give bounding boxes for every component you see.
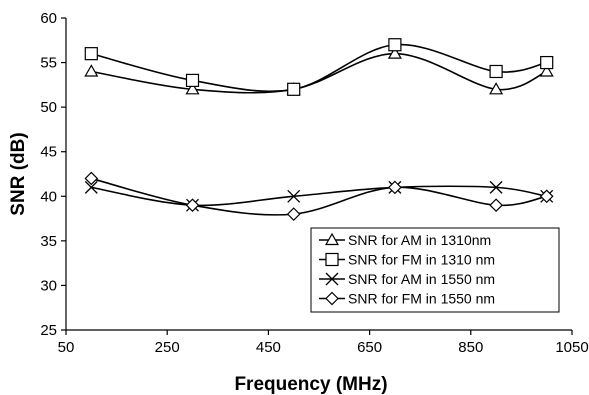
marker-x-stroke — [489, 180, 503, 194]
axes: 25 30 35 40 45 50 55 60 50 250 450 650 850 1050 — [40, 10, 588, 356]
x-tick-label: 650 — [357, 339, 382, 356]
data-point — [539, 64, 554, 77]
y-tick-label: 35 — [40, 233, 57, 250]
data-point — [185, 73, 200, 88]
data-point — [84, 47, 98, 61]
data-point — [287, 189, 301, 203]
series-group — [84, 38, 554, 221]
marker-x-stroke — [84, 180, 98, 194]
data-point — [539, 189, 554, 204]
data-point — [185, 82, 200, 95]
x-tick-label: 250 — [155, 339, 180, 356]
y-tick-label: 45 — [40, 144, 57, 161]
data-point — [84, 171, 99, 186]
y-axis-title: SNR (dB) — [8, 132, 29, 215]
data-point — [387, 46, 402, 59]
y-tick-label: 30 — [40, 277, 57, 294]
data-point — [489, 180, 503, 194]
legend-item: SNR for AM in 1550 nm — [319, 271, 495, 287]
legend-label: SNR for FM in 1310 nm — [348, 252, 495, 268]
data-point — [287, 82, 301, 96]
legend-box — [310, 227, 560, 313]
legend: SNR for AM in 1310nm SNR for FM in 1310 n… — [310, 227, 560, 313]
legend-item: SNR for FM in 1550 nm — [319, 291, 495, 307]
legend-marker — [325, 252, 339, 267]
series-line — [91, 177, 547, 216]
x-tick-label: 50 — [58, 339, 75, 356]
data-point — [84, 64, 99, 77]
legend-label: SNR for AM in 1550 nm — [348, 271, 495, 287]
data-point — [489, 64, 503, 79]
data-point — [540, 55, 554, 70]
y-tick-label: 50 — [40, 99, 57, 116]
y-tick-label: 40 — [40, 188, 57, 205]
x-tick-label: 1050 — [555, 339, 588, 356]
legend-marker — [325, 272, 339, 286]
legend-item: SNR for AM in 1310nm — [319, 232, 491, 248]
data-point — [84, 180, 98, 194]
y-tick-label: 60 — [40, 10, 57, 27]
legend-marker — [325, 291, 339, 306]
data-point — [286, 207, 301, 221]
y-tick-label: 55 — [40, 55, 57, 72]
series-4 — [84, 171, 554, 221]
data-point — [489, 198, 503, 213]
series-1 — [84, 46, 554, 95]
data-point — [489, 82, 504, 95]
marker-x-stroke — [287, 189, 301, 203]
marker-x-stroke — [325, 272, 339, 286]
series-2 — [84, 38, 554, 96]
x-tick-label: 850 — [458, 339, 483, 356]
legend-label: SNR for AM in 1310nm — [348, 232, 491, 248]
data-point — [388, 180, 402, 195]
x-tick-label: 450 — [256, 339, 281, 356]
x-axis-title: Frequency (MHz) — [234, 374, 387, 395]
data-point — [388, 38, 402, 52]
legend-label: SNR for FM in 1550 nm — [348, 291, 495, 307]
y-tick-label: 25 — [40, 322, 57, 339]
legend-item: SNR for FM in 1310 nm — [319, 252, 495, 268]
legend-marker — [324, 232, 340, 246]
data-point — [185, 198, 200, 213]
